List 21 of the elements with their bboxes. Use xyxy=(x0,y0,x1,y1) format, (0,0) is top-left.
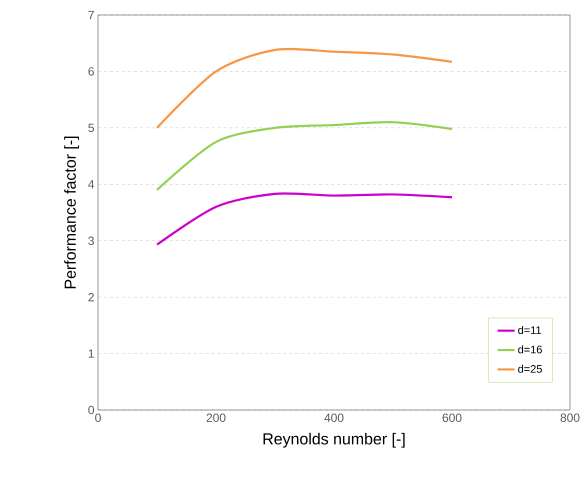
y-tick-label: 5 xyxy=(88,124,94,132)
legend-label: d=11 xyxy=(518,326,542,334)
y-tick-label: 7 xyxy=(88,10,94,20)
x-axis-title: Reynolds number [-] xyxy=(264,432,405,448)
y-tick-label: 4 xyxy=(88,180,94,188)
legend-label: d=25 xyxy=(518,364,542,373)
y-axis-title: Performance factor [-] xyxy=(64,136,80,288)
x-tick-label: 200 xyxy=(206,414,226,422)
x-tick-label: 800 xyxy=(560,414,580,422)
line-series xyxy=(156,48,454,129)
y-tick-label: 0 xyxy=(88,406,94,414)
line-series xyxy=(156,121,454,192)
y-tick-label: 3 xyxy=(88,236,94,245)
x-tick-label: 0 xyxy=(95,414,101,422)
x-tick-label: 400 xyxy=(324,414,344,422)
y-tick-label: 2 xyxy=(88,292,94,302)
x-tick-label: 600 xyxy=(442,414,462,422)
y-tick-label: 6 xyxy=(88,67,94,76)
legend-label: d=16 xyxy=(518,345,542,354)
line-series xyxy=(156,192,454,246)
y-tick-label: 1 xyxy=(88,349,94,358)
